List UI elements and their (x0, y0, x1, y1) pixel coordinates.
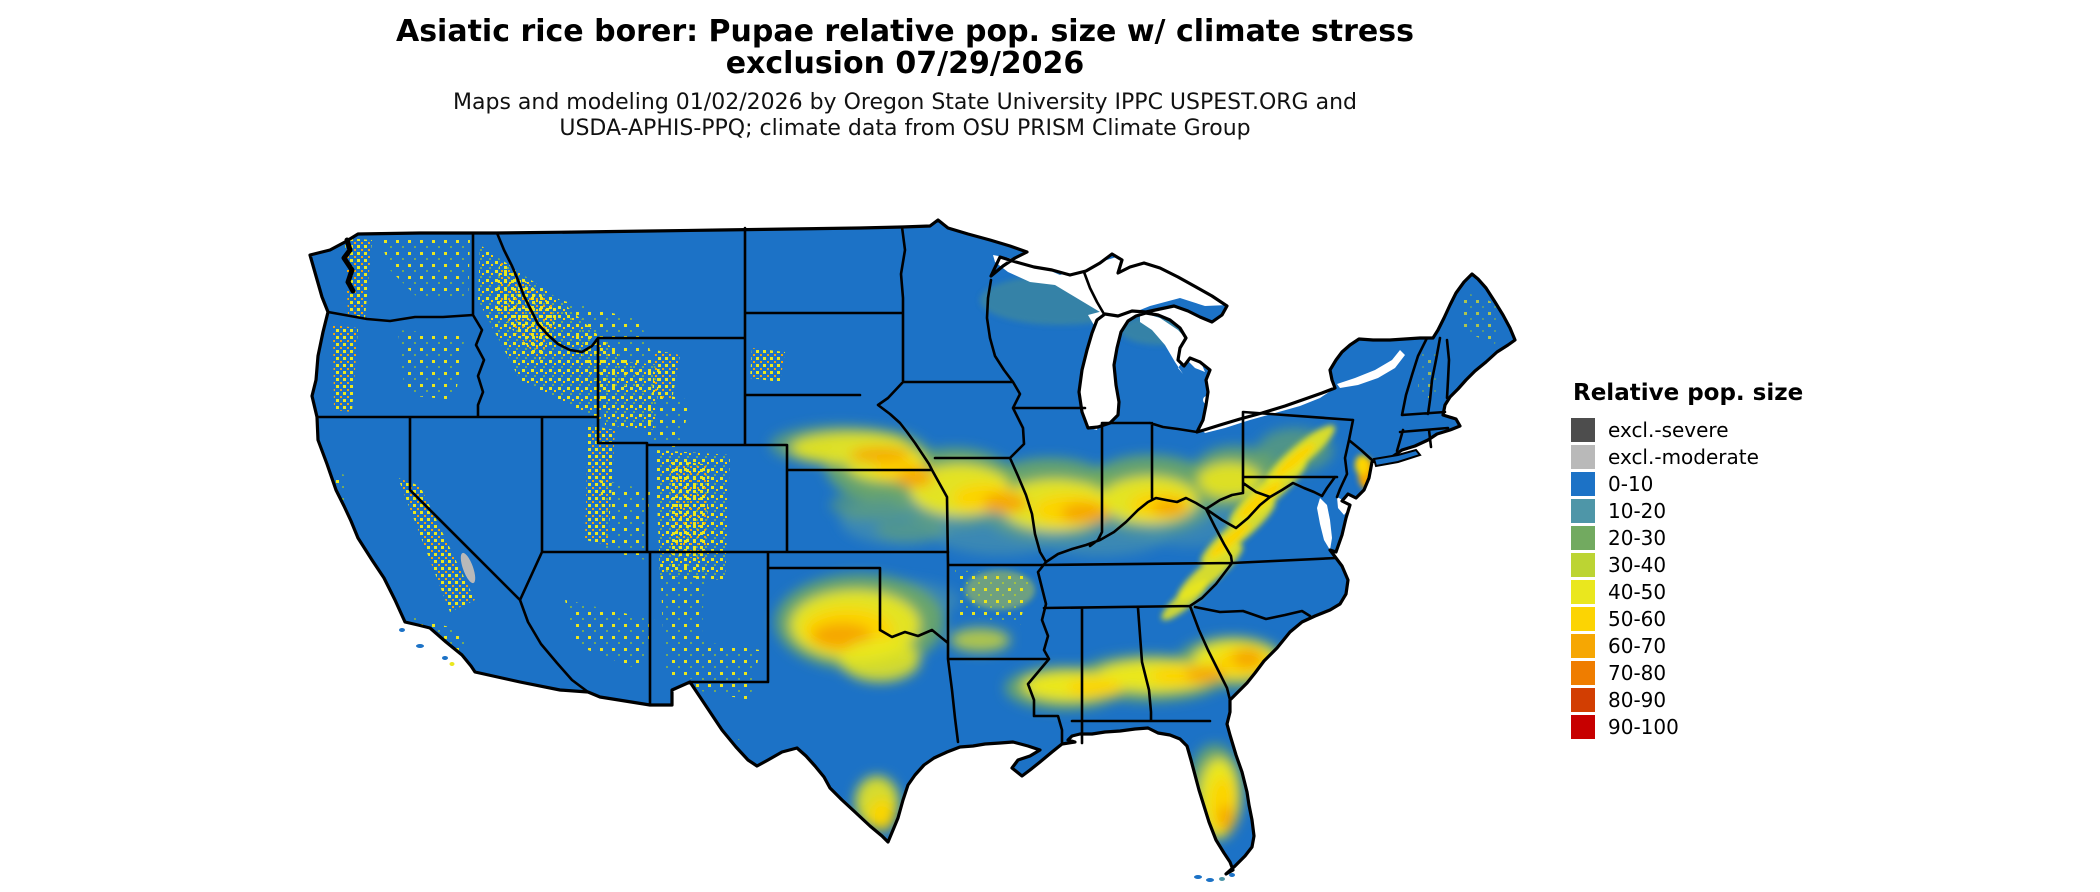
legend-label: excl.-moderate (1608, 444, 1759, 469)
lake-superior (993, 255, 1228, 316)
legend-item-70-80: 70-80 (1571, 659, 1803, 686)
puget-sound (341, 237, 356, 294)
lake-ontario (1337, 350, 1405, 388)
legend-label: 60-70 (1608, 633, 1667, 658)
legend-item-60-70: 60-70 (1571, 632, 1803, 659)
legend-label: 40-50 (1608, 579, 1667, 604)
page-title: Asiatic rice borer: Pupae relative pop. … (0, 16, 1810, 80)
subtitle-line-2: USDA-APHIS-PPQ; climate data from OSU PR… (559, 116, 1251, 141)
legend-swatch (1571, 714, 1595, 739)
legend-item-excl.-moderate: excl.-moderate (1571, 443, 1803, 470)
legend: Relative pop. size excl.-severe excl.-mod… (1571, 380, 1803, 740)
lake-michigan (1086, 311, 1117, 430)
title-line-2: exclusion 07/29/2026 (725, 46, 1085, 81)
legend-swatch (1571, 498, 1595, 523)
long-island (1372, 448, 1422, 468)
legend-swatch (1571, 687, 1595, 712)
legend-swatch (1571, 417, 1595, 442)
legend-swatch (1571, 660, 1595, 685)
legend-swatch (1571, 525, 1595, 550)
legend-label: 70-80 (1608, 660, 1667, 685)
legend-swatch (1571, 444, 1595, 469)
legend-swatch (1571, 633, 1595, 658)
legend-item-excl.-severe: excl.-severe (1571, 416, 1803, 443)
legend-title: Relative pop. size (1573, 380, 1804, 406)
legend-items: excl.-severe excl.-moderate 0-10 10-20 20-30… (1571, 416, 1803, 740)
legend-label: 50-60 (1608, 606, 1667, 631)
islands (399, 448, 1422, 882)
cornbelt-band (770, 425, 1333, 556)
legend-swatch (1571, 579, 1595, 604)
legend-label: excl.-severe (1608, 417, 1729, 442)
legend-item-40-50: 40-50 (1571, 578, 1803, 605)
legend-label: 0-10 (1608, 471, 1654, 496)
legend-item-10-20: 10-20 (1571, 497, 1803, 524)
population-overlays (330, 238, 1500, 840)
legend-swatch (1571, 552, 1595, 577)
green-bay (1094, 318, 1106, 348)
legend-label: 10-20 (1608, 498, 1667, 523)
chesapeake-bay (1317, 498, 1332, 550)
legend-swatch (1571, 606, 1595, 631)
legend-item-90-100: 90-100 (1571, 713, 1803, 740)
legend-item-80-90: 80-90 (1571, 686, 1803, 713)
legend-label: 80-90 (1608, 687, 1667, 712)
subtitle-line-1: Maps and modeling 01/02/2026 by Oregon S… (453, 90, 1357, 115)
state-borders (308, 218, 1517, 876)
legend-item-30-40: 30-40 (1571, 551, 1803, 578)
legend-label: 30-40 (1608, 552, 1667, 577)
legend-item-20-30: 20-30 (1571, 524, 1803, 551)
title-line-1: Asiatic rice borer: Pupae relative pop. … (395, 14, 1414, 49)
legend-label: 20-30 (1608, 525, 1667, 550)
legend-label: 90-100 (1608, 714, 1679, 739)
legend-item-0-10: 0-10 (1571, 470, 1803, 497)
legend-swatch (1571, 471, 1595, 496)
texas-gulf-bands (775, 574, 1287, 840)
legend-item-50-60: 50-60 (1571, 605, 1803, 632)
attribution-subtitle: Maps and modeling 01/02/2026 by Oregon S… (0, 90, 1810, 142)
